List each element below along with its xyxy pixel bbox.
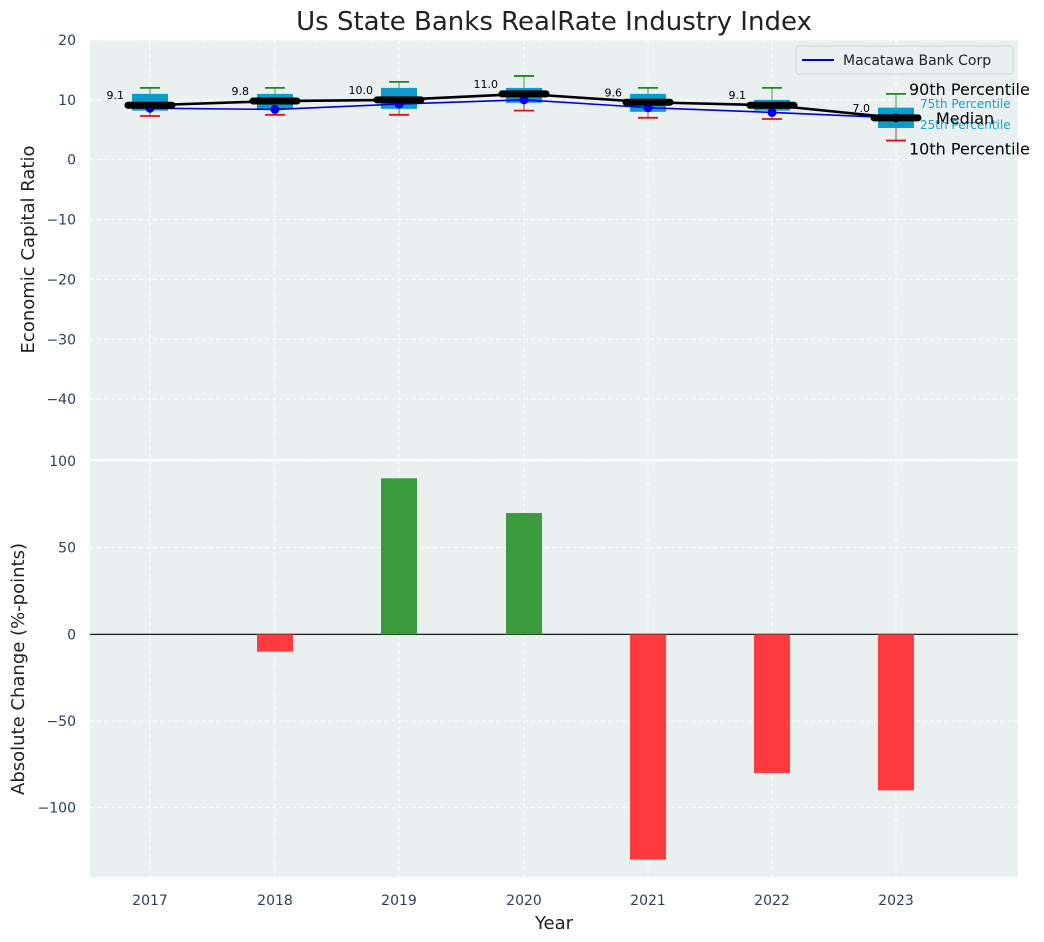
top-y-ticks: 20 10 0 −10 −20 −30 −40 [46,33,76,408]
median-value-label: 9.1 [107,89,125,102]
change-bar [257,634,293,652]
p75-annotation: 75th Percentile [920,97,1011,111]
bottom-y-tick-label: 0 [67,627,76,643]
x-tick-label: 2020 [506,893,542,909]
median-value-label: 9.1 [729,89,747,102]
x-axis-label: Year [534,913,574,934]
median-value-label: 9.8 [232,85,250,98]
bank-series-point [519,95,529,105]
p10-annotation: 10th Percentile [909,140,1030,159]
median-value-label: 7.0 [853,102,871,115]
chart-title: Us State Banks RealRate Industry Index [296,7,812,37]
x-tick-label: 2022 [754,893,790,909]
median-value-label: 9.6 [605,86,623,99]
bottom-y-tick-label: 100 [49,454,76,470]
legend-label: Macatawa Bank Corp [843,53,991,69]
x-tick-label: 2023 [878,893,914,909]
bank-series-point [767,107,777,117]
top-y-tick-label: 10 [58,93,76,109]
top-y-tick-label: 0 [67,153,76,169]
bottom-gridlines [90,460,1018,877]
median-value-label: 10.0 [349,84,374,97]
x-tick-label: 2017 [132,893,168,909]
top-y-axis-label: Economic Capital Ratio [18,146,39,354]
p25-annotation: 25th Percentile [920,118,1011,132]
x-ticks: 2017 2018 2019 2020 2021 2022 2023 [132,893,914,909]
bottom-y-tick-label: 50 [58,541,76,557]
bank-series-point [270,104,280,114]
top-y-tick-label: −30 [46,332,76,348]
x-tick-label: 2019 [381,893,417,909]
top-y-tick-label: −40 [46,392,76,408]
median-annotation: Median [936,109,994,128]
top-gridlines [90,39,1018,459]
bottom-y-tick-label: −50 [46,714,76,730]
change-bar [381,478,417,635]
change-bar [878,634,914,791]
change-bar [754,634,790,773]
top-y-tick-label: 20 [58,33,76,49]
change-bar [630,634,666,860]
bottom-y-tick-label: −100 [38,801,76,817]
top-y-tick-label: −20 [46,272,76,288]
median-value-label: 11.0 [474,78,499,91]
x-tick-label: 2021 [630,893,666,909]
bottom-y-ticks: 100 50 0 −50 −100 [38,454,76,817]
bottom-y-axis-label: Absolute Change (%-points) [8,543,29,795]
p90-annotation: 90th Percentile [909,80,1030,99]
legend-box [795,45,1014,75]
change-bars [257,478,914,860]
change-bar [506,513,542,635]
top-y-tick-label: −10 [46,213,76,229]
x-tick-label: 2018 [257,893,293,909]
legend: Macatawa Bank Corp [795,45,1014,75]
median-series: 9.1 9.8 10.0 11.0 9.6 9.1 7.0 [107,78,922,122]
